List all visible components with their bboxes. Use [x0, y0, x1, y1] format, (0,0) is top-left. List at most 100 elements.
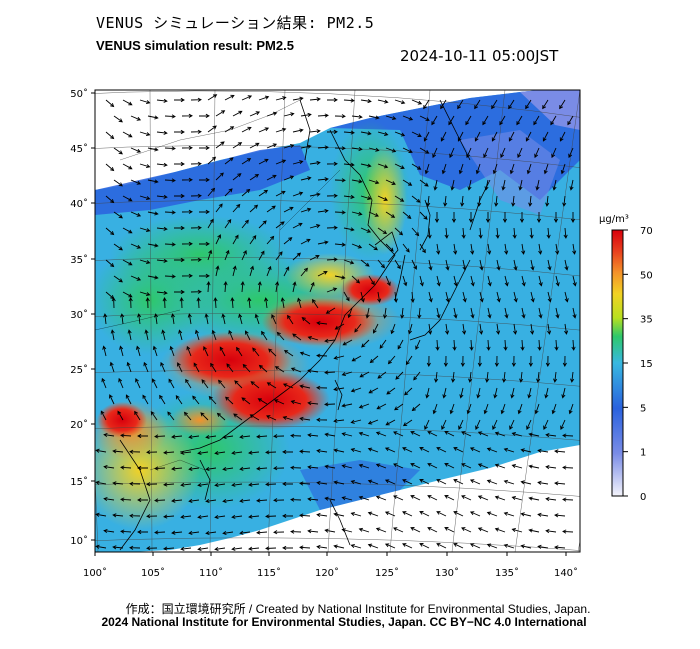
wind-arrow	[215, 265, 220, 277]
wind-arrow	[376, 403, 387, 410]
wind-arrow	[174, 193, 185, 199]
wind-arrow	[453, 479, 464, 485]
wind-arrow	[154, 530, 166, 535]
wind-arrow	[208, 395, 217, 405]
wind-arrow	[551, 403, 557, 415]
wind-arrow	[358, 527, 370, 533]
wind-arrow	[423, 99, 430, 110]
wind-arrow	[361, 339, 370, 348]
wind-arrow	[360, 163, 372, 168]
wind-arrow	[419, 147, 430, 154]
wind-arrow	[197, 514, 209, 520]
wind-arrow	[572, 307, 577, 319]
wind-arrow	[547, 259, 552, 271]
wind-arrow	[300, 207, 312, 213]
wind-arrow	[207, 125, 217, 133]
wind-arrow	[350, 511, 362, 517]
wind-arrow	[118, 377, 124, 389]
wind-arrow	[402, 511, 413, 517]
wind-arrow	[564, 291, 569, 303]
wind-arrow	[200, 412, 209, 421]
wind-arrow	[351, 243, 363, 249]
wind-arrow	[445, 291, 450, 303]
wind-arrow	[390, 323, 396, 335]
wind-arrow	[441, 419, 447, 430]
wind-arrow	[163, 450, 175, 455]
wind-arrow	[146, 450, 158, 455]
wind-arrow	[214, 546, 226, 552]
wind-arrow	[530, 259, 535, 271]
wind-arrow	[475, 163, 481, 175]
wind-arrow	[292, 252, 301, 261]
wind-arrow	[435, 339, 440, 351]
wind-arrow	[334, 146, 346, 151]
wind-arrow	[290, 400, 302, 405]
wind-arrow	[341, 432, 353, 437]
wind-arrow	[458, 419, 464, 430]
wind-arrow	[436, 275, 441, 287]
wind-arrow	[537, 339, 542, 351]
wind-arrow	[197, 482, 209, 488]
wind-arrow	[467, 179, 472, 191]
wind-arrow	[559, 99, 566, 110]
wind-arrow	[175, 395, 183, 405]
wind-arrow	[534, 147, 540, 159]
wind-arrow	[203, 346, 209, 357]
wind-arrow	[351, 114, 363, 119]
wind-arrow	[326, 193, 338, 198]
wind-arrow	[333, 387, 345, 392]
wind-arrow	[147, 243, 159, 248]
wind-arrow	[101, 377, 107, 389]
wind-arrow	[545, 355, 550, 367]
wind-arrow	[494, 195, 499, 207]
wind-arrow	[393, 527, 404, 533]
wind-arrow	[520, 512, 532, 517]
lon-label: 130˚	[435, 567, 459, 579]
wind-arrow	[343, 291, 350, 302]
wind-arrow	[377, 259, 386, 269]
wind-arrow	[384, 479, 396, 485]
wind-arrow	[419, 211, 428, 220]
wind-arrow	[562, 465, 574, 470]
wind-arrow	[500, 147, 506, 159]
lat-label: 30˚	[70, 309, 88, 321]
wind-arrow	[477, 527, 489, 533]
wind-arrow	[135, 378, 141, 389]
wind-arrow	[382, 307, 388, 319]
wind-arrow	[290, 367, 302, 373]
wind-arrow	[174, 97, 185, 103]
wind-arrow	[368, 211, 379, 217]
wind-arrow	[509, 419, 515, 430]
wind-arrow	[501, 179, 506, 191]
wind-arrow	[453, 275, 458, 287]
latitude-labels: 50˚ 45˚ 40˚ 35˚ 30˚ 25˚ 20˚ 15˚ 10˚	[70, 88, 95, 547]
wind-arrow	[394, 259, 401, 270]
wind-arrow	[250, 381, 260, 389]
wind-arrow	[275, 221, 285, 229]
wind-arrow	[113, 147, 123, 155]
wind-arrow	[545, 528, 557, 534]
wind-arrow	[466, 403, 472, 415]
wind-arrow	[130, 179, 142, 185]
wind-arrow	[257, 281, 262, 293]
wind-arrow	[427, 526, 438, 533]
wind-arrow	[190, 225, 202, 230]
wind-arrow	[343, 98, 355, 103]
wind-arrow	[130, 147, 142, 153]
wind-arrow	[537, 544, 549, 549]
wind-arrow	[300, 238, 311, 245]
wind-arrow	[466, 147, 472, 159]
colorbar-level-label: 1	[640, 448, 646, 459]
wind-arrow	[402, 179, 413, 186]
wind-arrow	[494, 527, 506, 533]
wind-arrow	[528, 432, 540, 437]
wind-arrow	[377, 163, 389, 169]
wind-arrow	[436, 243, 441, 255]
wind-arrow	[112, 513, 124, 518]
wind-arrow	[495, 227, 500, 239]
wind-arrow	[130, 211, 142, 217]
wind-arrow	[443, 355, 448, 367]
wind-arrow	[520, 339, 525, 351]
wind-arrow	[275, 96, 287, 101]
wind-arrow	[394, 163, 405, 169]
